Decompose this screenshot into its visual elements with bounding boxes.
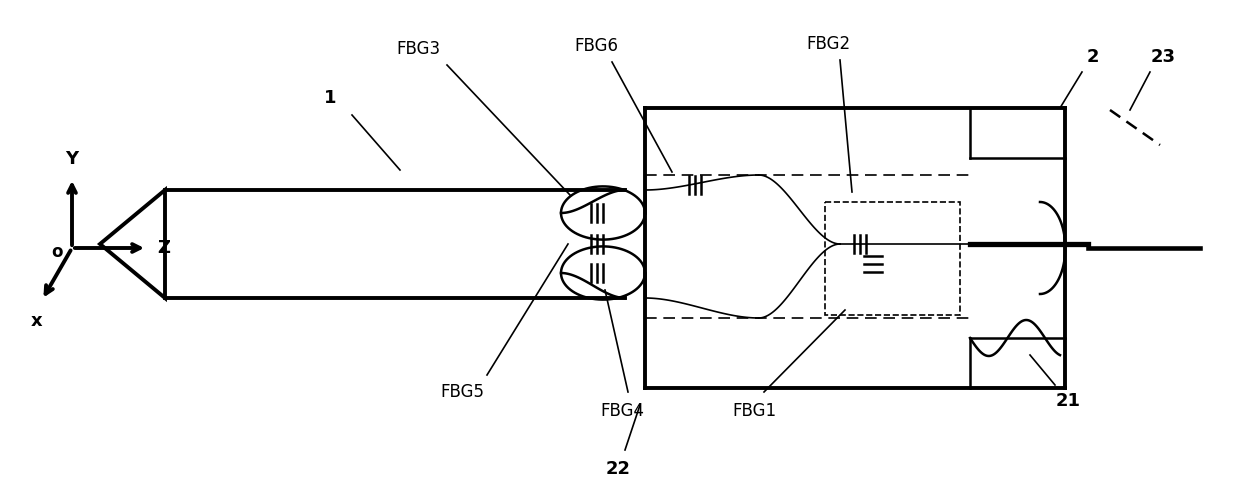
Bar (825, 202, 960, 315)
Text: FBG5: FBG5 (440, 383, 484, 401)
Text: o: o (52, 243, 63, 261)
Text: 21: 21 (1055, 392, 1080, 410)
Text: 22: 22 (605, 460, 630, 478)
Text: 23: 23 (1151, 48, 1176, 66)
Text: x: x (31, 312, 43, 330)
Text: FBG3: FBG3 (396, 40, 440, 58)
Text: 1: 1 (324, 89, 336, 107)
Text: FBG6: FBG6 (574, 37, 618, 55)
Text: FBG1: FBG1 (732, 402, 776, 420)
Text: 2: 2 (1086, 48, 1099, 66)
Text: Y: Y (66, 150, 78, 168)
Text: FBG4: FBG4 (600, 402, 644, 420)
Text: Z: Z (157, 239, 170, 257)
Text: FBG2: FBG2 (806, 35, 851, 53)
